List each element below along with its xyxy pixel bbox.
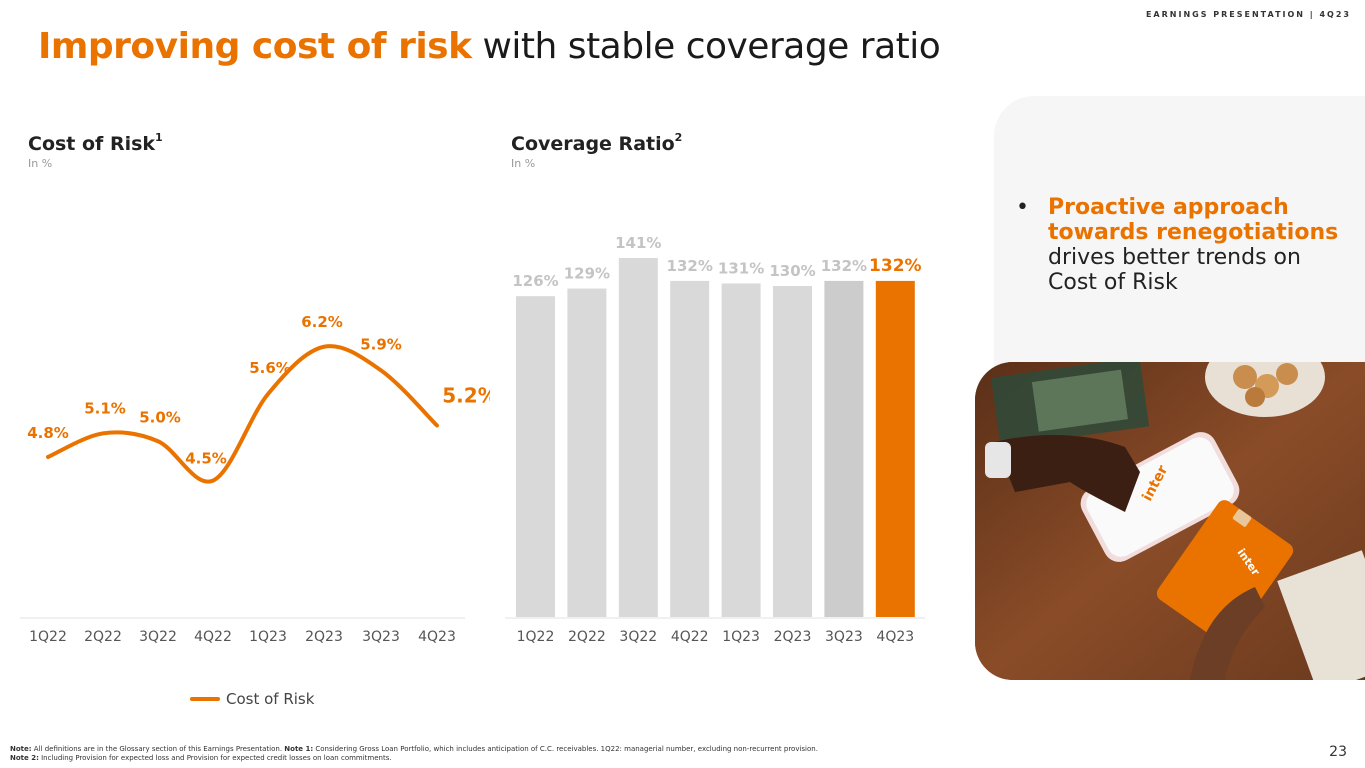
coverage-ratio-data-label: 131%	[718, 259, 764, 277]
coverage-ratio-data-label: 132%	[869, 256, 922, 276]
page-title-highlight: Improving cost of risk	[38, 26, 472, 67]
coverage-ratio-data-label: 132%	[667, 257, 713, 275]
cost-of-risk-data-label: 5.1%	[84, 399, 126, 417]
coverage-ratio-x-tick-label: 2Q23	[774, 629, 812, 645]
footnote-note-label: Note:	[10, 745, 32, 753]
page-title: Improving cost of risk with stable cover…	[38, 26, 941, 67]
page-number: 23	[1329, 744, 1347, 760]
cost-of-risk-data-label: 5.9%	[360, 335, 402, 353]
cost-of-risk-subtitle: In %	[28, 157, 53, 170]
cost-of-risk-data-label: 5.6%	[249, 359, 291, 377]
coverage-ratio-bar	[567, 288, 607, 617]
lifestyle-photo: inter inter	[975, 362, 1365, 680]
cost-of-risk-x-tick-label: 3Q23	[362, 629, 400, 645]
coverage-ratio-x-tick-label: 3Q23	[825, 629, 863, 645]
coverage-ratio-bar	[618, 258, 658, 617]
cost-of-risk-data-label: 4.8%	[27, 424, 69, 442]
coverage-ratio-x-tick-label: 3Q22	[619, 629, 657, 645]
coverage-ratio-bar	[721, 283, 761, 617]
coverage-ratio-bar	[773, 286, 812, 617]
coverage-ratio-x-tick-label: 2Q22	[568, 629, 606, 645]
coverage-ratio-data-label: 126%	[512, 272, 558, 290]
bullet-highlight: Proactive approach towards renegotiation…	[1048, 195, 1339, 245]
coverage-ratio-title: Coverage Ratio2	[511, 131, 683, 155]
cost-of-risk-data-label: 5.2%	[442, 384, 490, 408]
presentation-tag: EARNINGS PRESENTATION | 4Q23	[1145, 10, 1351, 19]
coverage-ratio-bar-chart: 126% 1Q22 129% 2Q22 141% 3Q22 132% 4Q22 131% 1Q23…	[505, 234, 925, 645]
footnote-line-1: Note: All definitions are in the Glossar…	[10, 745, 1160, 754]
chart-legend: Cost of Risk	[190, 690, 314, 708]
cost-of-risk-series-line	[46, 344, 439, 484]
key-message-bullet: • Proactive approach towards renegotiati…	[1016, 195, 1346, 295]
coverage-ratio-subtitle: In %	[511, 157, 536, 170]
coverage-ratio-x-tick-label: 1Q23	[722, 629, 760, 645]
cost-of-risk-data-label: 5.0%	[139, 408, 181, 426]
cost-of-risk-x-tick-label: 1Q23	[249, 629, 287, 645]
cost-of-risk-x-tick-label: 3Q22	[139, 629, 177, 645]
footnote-note1-label: Note 1:	[284, 745, 314, 753]
coverage-ratio-x-tick-label: 4Q23	[876, 629, 914, 645]
footnote-note1-text: Considering Gross Loan Portfolio, which …	[313, 745, 818, 753]
cost-of-risk-x-tick-label: 4Q22	[194, 629, 232, 645]
coverage-ratio-bar	[670, 280, 710, 617]
coverage-ratio-bar	[516, 296, 555, 617]
footnote-line-2: Note 2: Including Provision for expected…	[10, 754, 1160, 763]
coverage-ratio-x-tick-label: 4Q22	[671, 629, 709, 645]
legend-label: Cost of Risk	[226, 690, 315, 708]
photo-illustration: inter inter	[975, 362, 1365, 680]
cost-of-risk-title: Cost of Risk1	[28, 131, 163, 155]
bullet-text: Proactive approach towards renegotiation…	[1048, 195, 1346, 295]
cost-of-risk-data-label: 6.2%	[301, 313, 343, 331]
coverage-ratio-bar	[875, 280, 915, 617]
cost-of-risk-x-tick-label: 1Q22	[29, 629, 67, 645]
footnote: Note: All definitions are in the Glossar…	[10, 745, 1160, 763]
footnote-note2-label: Note 2:	[10, 754, 39, 762]
coverage-ratio-footnote-ref: 2	[674, 131, 683, 144]
coverage-ratio-bar	[824, 280, 864, 617]
coverage-ratio-data-label: 132%	[821, 257, 867, 275]
coverage-ratio-data-label: 141%	[615, 234, 661, 252]
cost-of-risk-line-chart: 4.8% 5.1% 5.0% 4.5% 5.6% 6.2% 5.9% 5.2% 1Q22 2Q22…	[20, 313, 490, 645]
cost-of-risk-title-text: Cost of Risk	[28, 133, 156, 155]
page-title-rest: with stable coverage ratio	[471, 26, 941, 67]
cost-of-risk-footnote-ref: 1	[155, 131, 163, 144]
bullet-dot: •	[1016, 195, 1029, 220]
cost-of-risk-x-tick-label: 4Q23	[418, 629, 456, 645]
highlight-panel	[994, 96, 1365, 396]
coverage-ratio-x-tick-label: 1Q22	[517, 629, 555, 645]
coverage-ratio-data-label: 130%	[769, 262, 815, 280]
footnote-note2-text: Including Provision for expected loss an…	[38, 754, 392, 762]
coverage-ratio-title-text: Coverage Ratio	[511, 133, 675, 155]
bullet-rest: drives better trends on Cost of Risk	[1048, 245, 1301, 295]
cost-of-risk-data-label: 4.5%	[185, 450, 227, 468]
footnote-note-text: All definitions are in the Glossary sect…	[31, 745, 285, 753]
legend-swatch	[190, 697, 220, 701]
cost-of-risk-x-tick-label: 2Q23	[305, 629, 343, 645]
coverage-ratio-data-label: 129%	[564, 265, 610, 283]
cost-of-risk-x-tick-label: 2Q22	[84, 629, 122, 645]
